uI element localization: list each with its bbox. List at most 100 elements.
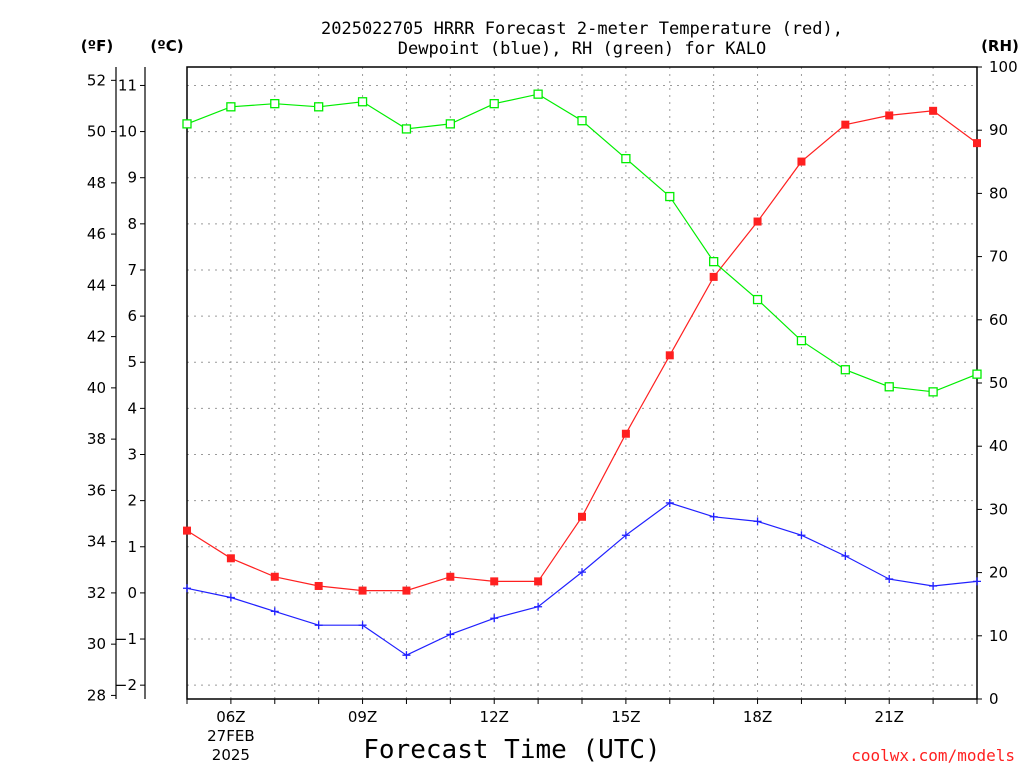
x-tick-label: 15Z bbox=[611, 708, 640, 726]
rh-point bbox=[226, 102, 236, 112]
fahrenheit-tick-label: 42 bbox=[87, 328, 106, 346]
celsius-tick-label: 7 bbox=[127, 261, 137, 279]
chart-title-line2: Dewpoint (blue), RH (green) for KALO bbox=[398, 39, 766, 59]
x-tick-label: 12Z bbox=[480, 708, 509, 726]
dewpoint-point bbox=[446, 630, 455, 639]
rh-tick-label: 40 bbox=[989, 437, 1008, 455]
fahrenheit-tick-label: 40 bbox=[87, 379, 106, 397]
rh-point bbox=[884, 382, 894, 392]
celsius-unit-label: (ºC) bbox=[150, 37, 183, 55]
rh-tick-label: 50 bbox=[989, 374, 1008, 392]
rh-unit-label: (RH) bbox=[981, 37, 1019, 55]
temperature-point bbox=[183, 526, 191, 535]
data-series bbox=[182, 89, 982, 660]
dewpoint-point bbox=[270, 607, 279, 616]
rh-point bbox=[577, 116, 587, 126]
rh-point bbox=[401, 124, 412, 134]
temperature-point bbox=[358, 586, 367, 595]
fahrenheit-tick-label: 52 bbox=[87, 71, 106, 89]
celsius-tick-label: 9 bbox=[127, 169, 137, 187]
dewpoint-point bbox=[534, 602, 543, 611]
celsius-tick-label: 0 bbox=[127, 584, 137, 602]
x-tick-label: 06Z bbox=[216, 708, 245, 726]
dewpoint-point bbox=[885, 575, 894, 584]
temperature-point bbox=[885, 111, 894, 120]
rh-point bbox=[314, 102, 324, 112]
rh-tick-label: 90 bbox=[989, 121, 1008, 139]
rh-point bbox=[357, 97, 368, 107]
rh-tick-label: 10 bbox=[989, 627, 1008, 645]
celsius-tick-label: 6 bbox=[127, 307, 137, 325]
celsius-tick-label: 5 bbox=[127, 353, 137, 371]
rh-tick-label: 80 bbox=[989, 184, 1008, 202]
x-tick-label: 21Z bbox=[875, 708, 904, 726]
temperature-point bbox=[402, 586, 411, 595]
rh-point bbox=[709, 257, 719, 267]
x-tick-label: 09Z bbox=[348, 708, 377, 726]
fahrenheit-tick-label: 36 bbox=[87, 481, 106, 499]
grid-lines bbox=[187, 67, 977, 699]
celsius-tick-label: −2 bbox=[115, 676, 137, 694]
rh-point bbox=[796, 336, 807, 346]
dewpoint-point bbox=[314, 621, 323, 630]
temperature-point bbox=[226, 554, 235, 563]
celsius-tick-label: 10 bbox=[118, 123, 137, 141]
dewpoint-point bbox=[709, 512, 718, 521]
dewpoint-point bbox=[797, 531, 806, 540]
dewpoint-point bbox=[753, 517, 762, 526]
temperature-point bbox=[973, 139, 981, 148]
celsius-tick-label: −1 bbox=[115, 630, 137, 648]
temperature-point bbox=[490, 577, 499, 586]
dewpoint-point bbox=[578, 568, 586, 577]
rh-tick-label: 20 bbox=[989, 564, 1008, 582]
x-tick-date: 27FEB bbox=[207, 727, 254, 745]
axes: −2−1012345678910112830323436384042444648… bbox=[87, 58, 1018, 764]
fahrenheit-tick-label: 30 bbox=[87, 635, 106, 653]
rh-point bbox=[182, 119, 192, 129]
fahrenheit-tick-label: 46 bbox=[87, 225, 106, 243]
celsius-tick-label: 4 bbox=[127, 399, 137, 417]
dewpoint-point bbox=[973, 577, 981, 586]
fahrenheit-tick-label: 32 bbox=[87, 584, 106, 602]
rh-point bbox=[270, 99, 280, 109]
rh-point bbox=[445, 119, 455, 129]
fahrenheit-tick-label: 38 bbox=[87, 430, 106, 448]
temperature-point bbox=[314, 581, 323, 590]
rh-point bbox=[621, 153, 631, 164]
rh-point bbox=[972, 369, 982, 379]
temperature-point bbox=[621, 429, 630, 438]
temperature-point bbox=[446, 572, 455, 581]
temperature-point bbox=[270, 572, 279, 581]
celsius-tick-label: 1 bbox=[127, 538, 137, 556]
dewpoint-point bbox=[183, 584, 191, 593]
temperature-point bbox=[841, 120, 850, 129]
temperature-point bbox=[534, 577, 543, 586]
fahrenheit-tick-label: 34 bbox=[87, 533, 106, 551]
rh-point bbox=[928, 387, 938, 397]
celsius-tick-label: 11 bbox=[118, 76, 137, 94]
celsius-tick-label: 8 bbox=[127, 215, 137, 233]
celsius-tick-label: 3 bbox=[127, 446, 137, 464]
rh-tick-label: 30 bbox=[989, 500, 1008, 518]
rh-point bbox=[489, 99, 499, 109]
celsius-tick-label: 2 bbox=[127, 492, 137, 510]
dewpoint-point bbox=[226, 593, 235, 602]
rh-tick-label: 60 bbox=[989, 311, 1008, 329]
rh-tick-label: 70 bbox=[989, 248, 1008, 266]
rh-point bbox=[840, 365, 850, 375]
fahrenheit-tick-label: 44 bbox=[87, 276, 106, 294]
temperature-point bbox=[753, 217, 762, 226]
dewpoint-point bbox=[929, 581, 938, 590]
fahrenheit-unit-label: (ºF) bbox=[81, 37, 113, 55]
rh-tick-label: 100 bbox=[989, 58, 1018, 76]
chart-title-line1: 2025022705 HRRR Forecast 2-meter Tempera… bbox=[321, 19, 843, 39]
dewpoint-point bbox=[665, 498, 674, 507]
fahrenheit-tick-label: 50 bbox=[87, 123, 106, 141]
temperature-point bbox=[578, 512, 586, 521]
dewpoint-point bbox=[841, 551, 850, 560]
temperature-point bbox=[929, 106, 938, 115]
x-tick-label: 18Z bbox=[743, 708, 772, 726]
fahrenheit-tick-label: 48 bbox=[87, 174, 106, 192]
x-axis-title: Forecast Time (UTC) bbox=[363, 735, 660, 765]
